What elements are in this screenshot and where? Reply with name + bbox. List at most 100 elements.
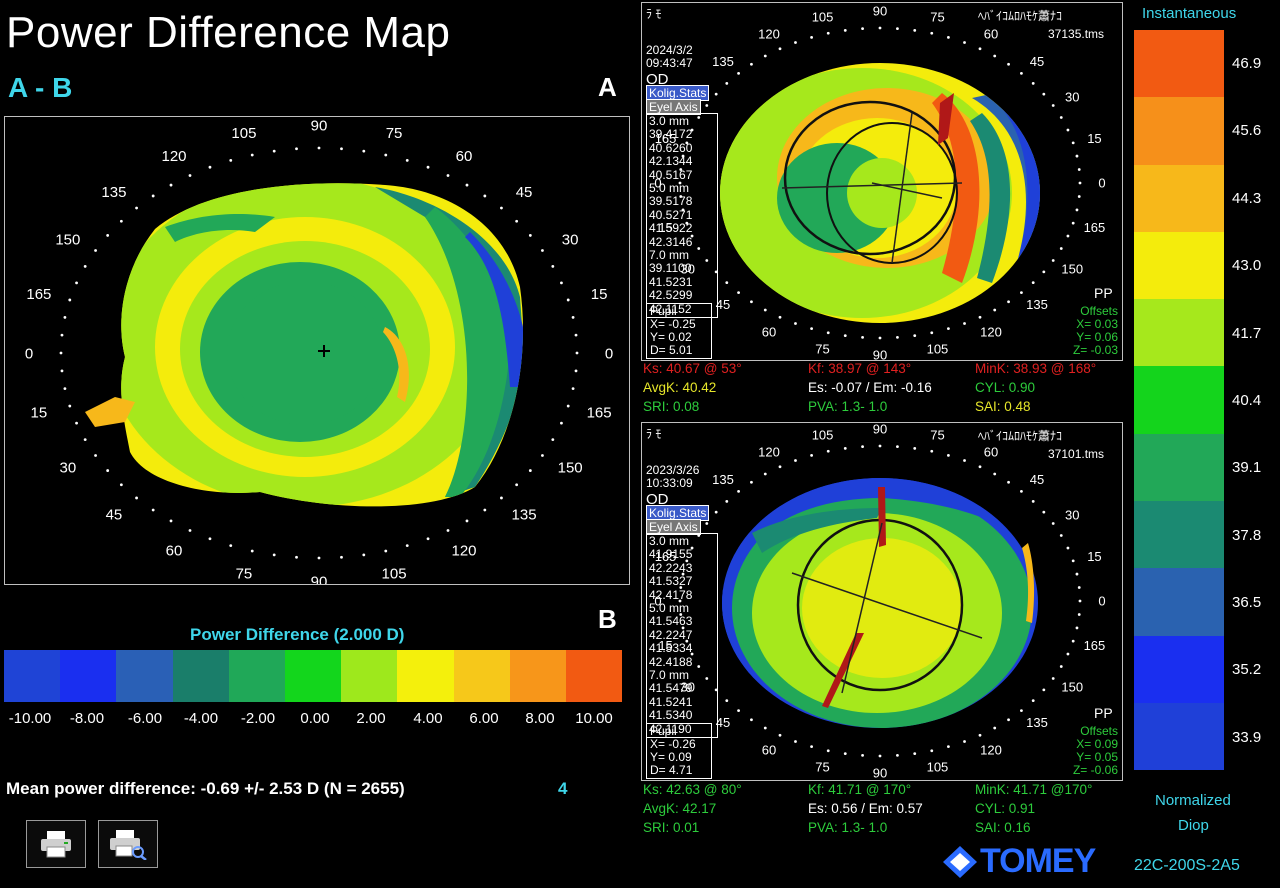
pupil-y: Y= 0.09 bbox=[650, 750, 692, 764]
angle-dot bbox=[1071, 221, 1075, 225]
legend-tick: -10.00 bbox=[8, 710, 52, 727]
zone-label: 3.0 mm bbox=[649, 534, 690, 548]
angle-dot bbox=[681, 626, 685, 630]
angle-dot bbox=[1020, 489, 1023, 493]
angle-label: 30 bbox=[562, 231, 579, 248]
angle-dot bbox=[60, 333, 64, 337]
scale-label: 36.5 bbox=[1232, 594, 1262, 611]
angle-dot bbox=[1077, 168, 1081, 171]
offsets-y: Y= 0.05 bbox=[1076, 750, 1118, 764]
pupil-x: X= -0.26 bbox=[650, 737, 696, 751]
scale-swatch bbox=[1134, 433, 1224, 502]
exam-a-sri: SRI: 0.08 bbox=[643, 399, 700, 414]
pupil-d: D= 5.01 bbox=[650, 343, 693, 357]
exam-a-es: Es: -0.07 / Em: -0.16 bbox=[808, 380, 932, 395]
exam-b-sri: SRI: 0.01 bbox=[643, 820, 700, 835]
angle-dot bbox=[878, 26, 882, 30]
angle-label: 165 bbox=[587, 404, 612, 421]
angle-dot bbox=[384, 549, 388, 553]
angle-label: 105 bbox=[927, 342, 949, 357]
angle-dot bbox=[843, 752, 847, 756]
exam-a-ks: Ks: 40.67 @ 53° bbox=[643, 361, 742, 376]
angle-dot bbox=[571, 316, 575, 319]
exam-a-pupil: Pupil X= -0.25 Y= 0.02 D= 5.01 bbox=[646, 303, 712, 359]
angle-dot bbox=[1007, 62, 1010, 66]
legend-swatch bbox=[341, 650, 398, 702]
angle-dot bbox=[1020, 709, 1023, 713]
angle-dot bbox=[705, 259, 709, 262]
angle-dot bbox=[1031, 281, 1035, 285]
angle-dot bbox=[560, 281, 563, 285]
angle-label: 60 bbox=[456, 148, 473, 165]
exam-b-pva: PVA: 1.3- 1.0 bbox=[808, 820, 888, 835]
angle-dot bbox=[362, 553, 366, 557]
exam-a-panel[interactable]: 90 75 60 45 30 15 0 165 150 135 120 105 90 75 60 45 30 15… bbox=[641, 2, 1123, 361]
angle-dot bbox=[947, 35, 950, 39]
angle-label: 135 bbox=[1026, 715, 1048, 730]
exam-a-stats-button[interactable]: Kolig.Stats bbox=[646, 85, 710, 101]
difference-map-panel[interactable]: 90 75 60 45 30 15 0 165 150 135 120 105 90 75 60 45 30 15… bbox=[4, 116, 630, 585]
angle-dot bbox=[725, 81, 729, 85]
angle-dot bbox=[68, 404, 72, 408]
angle-label: 150 bbox=[1061, 680, 1083, 695]
zone-value: 39.1100 bbox=[649, 261, 692, 276]
print-preview-button[interactable] bbox=[98, 820, 158, 868]
angle-label: 150 bbox=[558, 459, 583, 476]
legend-title: Power Difference (2.000 D) bbox=[190, 625, 405, 644]
angle-dot bbox=[681, 154, 685, 158]
angle-dot bbox=[571, 387, 575, 390]
exam-b-panel[interactable]: 90 75 60 45 30 15 0 165 150 135 120 105 90 75 60 45 30 15… bbox=[641, 422, 1123, 781]
angle-dot bbox=[778, 315, 782, 319]
angle-label: 45 bbox=[106, 506, 123, 523]
scale-swatch bbox=[1134, 231, 1224, 300]
angle-dot bbox=[483, 508, 487, 512]
angle-dot bbox=[169, 519, 173, 523]
scale-swatch bbox=[1134, 164, 1224, 232]
exam-b-kf: Kf: 41.71 @ 170° bbox=[808, 782, 912, 797]
angle-dot bbox=[697, 247, 701, 250]
label-a: A bbox=[598, 72, 617, 102]
angle-dot bbox=[574, 369, 578, 373]
angle-dot bbox=[1059, 665, 1063, 668]
angle-label: 45 bbox=[516, 184, 533, 201]
angle-dot bbox=[714, 688, 718, 692]
angle-dot bbox=[690, 234, 694, 238]
legend-tick: 0.00 bbox=[300, 710, 330, 727]
exam-a-axis-button[interactable]: Eyel Axis bbox=[646, 99, 701, 115]
angle-dot bbox=[1066, 234, 1070, 238]
angle-dot bbox=[566, 298, 570, 302]
angle-dot bbox=[1042, 688, 1046, 692]
mean-index: 4 bbox=[558, 779, 568, 798]
exam-a-date: 2024/3/2 bbox=[646, 43, 693, 57]
legend-tick: -2.00 bbox=[240, 710, 276, 727]
scale-swatch bbox=[1134, 299, 1224, 367]
angle-dot bbox=[75, 421, 78, 425]
legend-tick: -8.00 bbox=[69, 710, 105, 727]
angle-label: 75 bbox=[930, 9, 944, 24]
scale-label: 39.1 bbox=[1232, 459, 1262, 476]
exam-a-zone-table: 3.0 mm 39.4172 40.6260 42.1344 40.5167 5… bbox=[646, 113, 718, 319]
angle-dot bbox=[679, 195, 683, 198]
angle-dot bbox=[685, 639, 689, 643]
angle-label: 105 bbox=[231, 125, 256, 142]
angle-label: 165 bbox=[1084, 638, 1106, 653]
exam-b-axis-button[interactable]: Eyel Axis bbox=[646, 519, 701, 535]
angle-dot bbox=[1066, 128, 1070, 132]
angle-dot bbox=[1020, 291, 1023, 295]
tomey-logo-icon bbox=[943, 845, 977, 878]
angle-dot bbox=[119, 219, 123, 223]
angle-dot bbox=[697, 665, 701, 668]
zone-value: 41.5327 bbox=[649, 574, 693, 589]
print-button[interactable] bbox=[26, 820, 86, 868]
angle-dot bbox=[878, 754, 882, 758]
angle-label: 120 bbox=[980, 743, 1002, 758]
exam-b-sai: SAI: 0.16 bbox=[975, 820, 1031, 835]
angle-dot bbox=[1066, 652, 1070, 656]
angle-label: 15 bbox=[658, 220, 672, 235]
angle-dot bbox=[1031, 699, 1035, 703]
exam-a-pp: PP bbox=[1094, 285, 1113, 301]
angle-dot bbox=[1020, 71, 1023, 75]
angle-dot bbox=[250, 549, 254, 553]
legend-swatch bbox=[284, 650, 342, 702]
scale-label: 35.2 bbox=[1232, 661, 1262, 678]
